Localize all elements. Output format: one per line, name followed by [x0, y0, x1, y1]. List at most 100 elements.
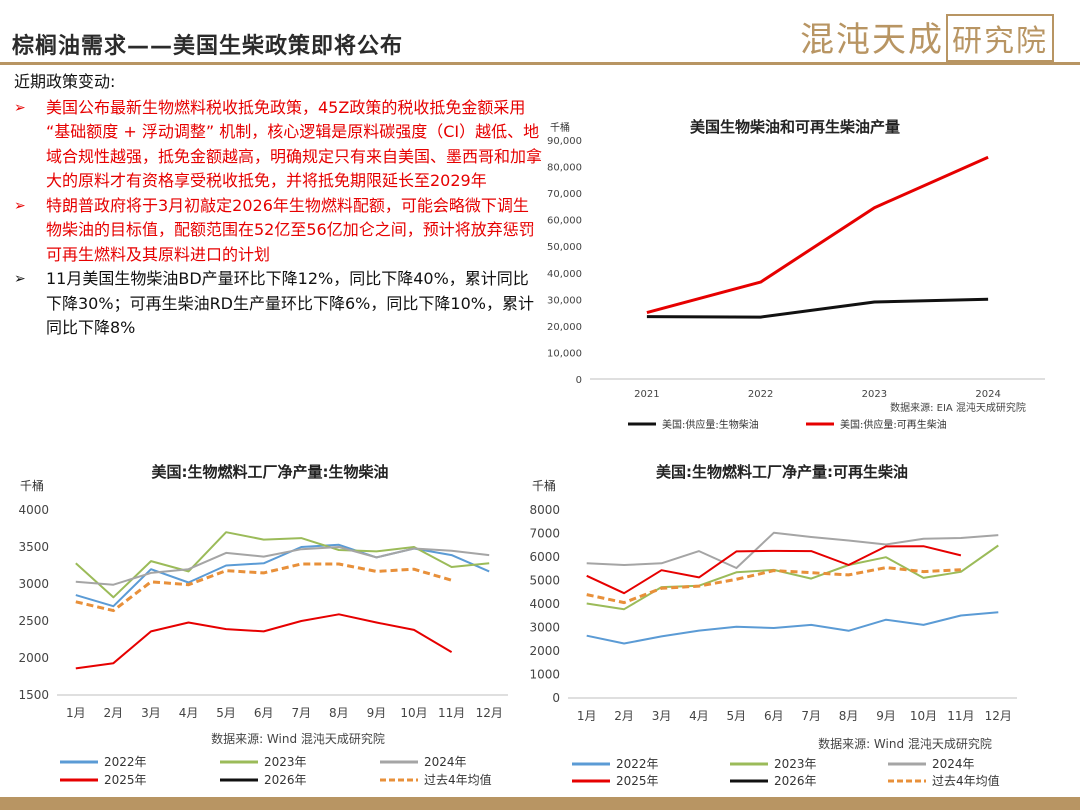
chart-title: 美国:生物燃料工厂净产量:生物柴油 — [152, 463, 389, 481]
legend-label: 过去4年均值 — [932, 773, 1000, 788]
y-tick-label: 3000 — [18, 577, 49, 591]
brand-logo: 混沌天成 研究院 — [800, 12, 1054, 62]
logo-box-text: 研究院 — [946, 14, 1054, 62]
policy-bullet-text: 特朗普政府将于3月初敲定2026年生物燃料配额，可能会略微下调生物柴油的目标值，… — [46, 195, 535, 264]
data-source-note: 数据来源: Wind 混沌天成研究院 — [211, 731, 385, 746]
y-tick-label: 5000 — [529, 574, 560, 588]
x-tick-label: 9月 — [876, 709, 896, 723]
legend-label: 美国:供应量:可再生柴油 — [840, 418, 947, 431]
y-tick-label: 40,000 — [547, 269, 582, 280]
x-tick-label: 2021 — [634, 389, 659, 400]
y-axis-unit: 千桶 — [20, 478, 44, 493]
y-tick-label: 3000 — [529, 621, 560, 635]
series-line — [586, 545, 962, 595]
legend-label: 美国:供应量:生物柴油 — [662, 418, 759, 431]
y-tick-label: 30,000 — [547, 295, 582, 306]
x-tick-label: 3月 — [141, 706, 161, 720]
policy-bullet-text: 美国公布最新生物燃料税收抵免政策，45Z政策的税收抵免金额采用 “基础额度 + … — [46, 97, 543, 191]
legend-label: 2025年 — [104, 773, 147, 787]
chart-title: 美国生物柴油和可再生柴油产量 — [690, 118, 900, 136]
y-axis-unit: 千桶 — [532, 478, 556, 493]
x-tick-label: 8月 — [839, 709, 859, 723]
x-tick-label: 2023 — [862, 389, 887, 400]
y-tick-label: 4000 — [18, 503, 49, 517]
x-tick-label: 5月 — [216, 706, 236, 720]
x-tick-label: 10月 — [910, 709, 937, 723]
x-tick-label: 11月 — [947, 709, 974, 723]
logo-text: 混沌天成 — [800, 20, 944, 60]
y-tick-label: 8000 — [529, 503, 560, 517]
series-line — [586, 531, 999, 569]
data-source-note: 数据来源: Wind 混沌天成研究院 — [818, 736, 992, 751]
y-tick-label: 90,000 — [547, 136, 582, 147]
series-line — [75, 613, 453, 670]
data-source-note: 数据来源: EIA 混沌天成研究院 — [890, 401, 1026, 414]
y-tick-label: 0 — [552, 691, 560, 705]
legend-label: 2025年 — [616, 774, 659, 788]
policy-bullet-text: 11月美国生物柴油BD产量环比下降12%，同比下降40%，累计同比下降30%；可… — [46, 269, 534, 337]
x-tick-label: 9月 — [367, 706, 387, 720]
y-tick-label: 10,000 — [547, 348, 582, 359]
x-tick-label: 12月 — [985, 709, 1012, 723]
x-tick-label: 2024 — [975, 389, 1000, 400]
chart-title: 美国:生物燃料工厂净产量:可再生柴油 — [656, 463, 908, 481]
x-tick-label: 4月 — [689, 709, 709, 723]
header-divider — [0, 62, 1080, 65]
y-axis-unit: 千桶 — [550, 121, 570, 134]
x-tick-label: 11月 — [438, 706, 465, 720]
policy-text-block: 近期政策变动: ➢ 美国公布最新生物燃料税收抵免政策，45Z政策的税收抵免金额采… — [14, 70, 544, 341]
y-tick-label: 80,000 — [547, 163, 582, 174]
y-tick-label: 70,000 — [547, 189, 582, 200]
x-tick-label: 4月 — [179, 706, 199, 720]
y-tick-label: 6000 — [529, 550, 560, 564]
legend-label: 2026年 — [774, 774, 817, 788]
legend-label: 2023年 — [774, 757, 817, 771]
x-tick-label: 8月 — [329, 706, 349, 720]
legend-label: 2024年 — [932, 757, 975, 771]
x-tick-label: 1月 — [577, 709, 597, 723]
y-tick-label: 60,000 — [547, 216, 582, 227]
x-tick-label: 2022 — [748, 389, 773, 400]
y-tick-label: 3500 — [18, 540, 49, 554]
page-title: 棕榈油需求——美国生柴政策即将公布 — [12, 34, 404, 59]
x-tick-label: 6月 — [764, 709, 784, 723]
legend-label: 2024年 — [424, 755, 467, 769]
x-tick-label: 2月 — [104, 706, 124, 720]
footer-bar — [0, 797, 1080, 810]
x-tick-label: 3月 — [652, 709, 672, 723]
series-line — [75, 546, 490, 586]
legend-label: 过去4年均值 — [424, 772, 492, 787]
series-line — [75, 531, 490, 599]
policy-bullet-3: ➢ 11月美国生物柴油BD产量环比下降12%，同比下降40%，累计同比下降30%… — [14, 267, 544, 341]
x-tick-label: 10月 — [400, 706, 427, 720]
legend-label: 2026年 — [264, 773, 307, 787]
x-tick-label: 12月 — [476, 706, 503, 720]
x-tick-label: 7月 — [801, 709, 821, 723]
x-tick-label: 1月 — [66, 706, 86, 720]
annual-production-chart: 美国生物柴油和可再生柴油产量 千桶 0 10,000 20,000 30,000 40,00… — [547, 118, 1045, 431]
x-tick-label: 5月 — [727, 709, 747, 723]
y-tick-label: 2000 — [529, 644, 560, 658]
y-tick-label: 4000 — [529, 597, 560, 611]
series-line — [586, 566, 961, 605]
x-tick-label: 6月 — [254, 706, 274, 720]
y-tick-label: 2500 — [18, 614, 49, 628]
legend-label: 2022年 — [104, 755, 147, 769]
y-tick-label: 7000 — [529, 527, 560, 541]
x-tick-label: 2月 — [614, 709, 634, 723]
x-tick-label: 7月 — [291, 706, 311, 720]
policy-bullet-2: ➢ 特朗普政府将于3月初敲定2026年生物燃料配额，可能会略微下调生物柴油的目标… — [14, 194, 544, 268]
legend-label: 2023年 — [264, 755, 307, 769]
y-tick-label: 1500 — [18, 688, 49, 702]
series-line — [75, 562, 453, 613]
arrow-bullet-icon: ➢ — [14, 197, 26, 214]
policy-bullet-1: ➢ 美国公布最新生物燃料税收抵免政策，45Z政策的税收抵免金额采用 “基础额度 … — [14, 96, 544, 194]
series-line — [646, 155, 989, 315]
y-tick-label: 50,000 — [547, 242, 582, 253]
series-line — [586, 611, 999, 645]
arrow-bullet-icon: ➢ — [14, 271, 26, 287]
arrow-bullet-icon: ➢ — [14, 99, 26, 116]
y-tick-label: 2000 — [18, 651, 49, 665]
